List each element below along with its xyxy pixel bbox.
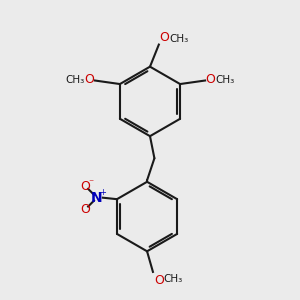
Text: O: O — [154, 274, 164, 287]
Text: O: O — [80, 180, 90, 193]
Text: N: N — [91, 191, 103, 205]
Text: CH₃: CH₃ — [215, 75, 234, 85]
Text: +: + — [99, 188, 106, 197]
Text: O: O — [80, 203, 90, 216]
Text: CH₃: CH₃ — [170, 34, 189, 44]
Text: CH₃: CH₃ — [65, 75, 84, 85]
Text: O: O — [206, 74, 216, 86]
Text: CH₃: CH₃ — [164, 274, 183, 284]
Text: O: O — [159, 31, 169, 44]
Text: O: O — [84, 74, 94, 86]
Text: ⁻: ⁻ — [88, 178, 93, 189]
